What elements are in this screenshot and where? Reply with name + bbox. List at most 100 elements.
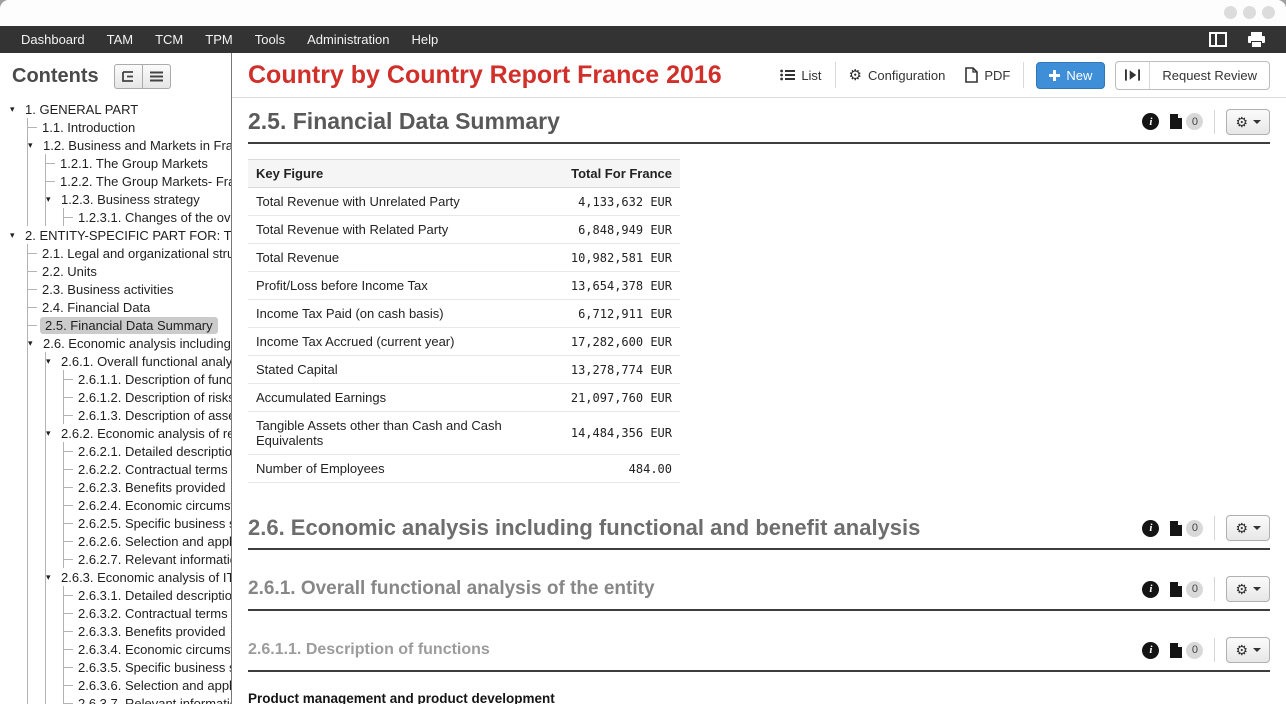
tree-connector — [64, 684, 73, 686]
tree-item[interactable]: 2.2. Units — [28, 262, 231, 280]
configuration-button-label: Configuration — [868, 67, 946, 83]
nav-item-administration[interactable]: Administration — [307, 32, 390, 47]
tree-item[interactable]: ▾ 1. GENERAL PART — [10, 100, 231, 118]
section-settings-button[interactable]: ⚙ — [1226, 515, 1270, 541]
nav-item-help[interactable]: Help — [411, 32, 439, 47]
tree-item[interactable]: 2.6.2.1. Detailed description — [64, 442, 231, 460]
tree-item[interactable]: ▾ 2.6.3. Economic analysis of IT s — [46, 568, 231, 586]
table-row: Total Revenue 10,982,581 EUR — [248, 243, 680, 272]
request-review-forward-button[interactable] — [1116, 61, 1151, 89]
tree-item[interactable]: 2.6.3.6. Selection and applic — [64, 676, 231, 694]
list-button[interactable]: List — [770, 63, 831, 88]
tree-item[interactable]: 2.6.1.3. Description of asset — [64, 406, 231, 424]
tree-node: 2.6.3.6. Selection and applic — [64, 676, 231, 694]
tree-item-label: 2.6.1.1. Description of funct — [78, 371, 231, 387]
comment-count-badge: 0 — [1186, 519, 1204, 537]
key-figure-cell: Tangible Assets other than Cash and Cash… — [248, 411, 563, 455]
tree-item-label: 1.2.3.1. Changes of the over — [78, 209, 231, 225]
tree-collapse-icon[interactable]: ▾ — [28, 337, 33, 348]
tree-item[interactable]: ▾ 2.6.1. Overall functional analys — [46, 352, 231, 370]
section-2-6: 2.6. Economic analysis including functio… — [248, 515, 1270, 550]
comments-button[interactable]: 0 — [1170, 519, 1204, 537]
tree-item[interactable]: 2.5. Financial Data Summary — [28, 316, 231, 334]
tree-collapse-icon[interactable]: ▾ — [10, 103, 15, 114]
tree-node: ▾ 2.6.2. Economic analysis of rec 2.6.2.1.… — [46, 424, 231, 568]
tree-item[interactable]: 2.6.2.2. Contractual terms — [64, 460, 231, 478]
plus-icon — [1049, 69, 1061, 81]
value-cell: 10,982,581 EUR — [562, 243, 680, 272]
list-view-button[interactable] — [141, 64, 171, 89]
nav-item-tools[interactable]: Tools — [254, 32, 286, 47]
tree-node: 1.2.3.1. Changes of the over — [64, 208, 231, 226]
tree-item[interactable]: 2.1. Legal and organizational struc — [28, 244, 231, 262]
tree-item-label: 2. ENTITY-SPECIFIC PART FOR: The — [25, 227, 231, 243]
new-button[interactable]: New — [1036, 61, 1106, 89]
tree-item[interactable]: 2.6.1.2. Description of risks — [64, 388, 231, 406]
tree-item[interactable]: 2.3. Business activities — [28, 280, 231, 298]
tree-collapse-icon[interactable]: ▾ — [28, 139, 33, 150]
tree-item[interactable]: 1.2.2. The Group Markets- Fran — [46, 172, 231, 190]
info-icon[interactable]: i — [1142, 580, 1160, 598]
nav-item-tcm[interactable]: TCM — [155, 32, 184, 47]
tree-collapse-icon[interactable]: ▾ — [10, 229, 15, 240]
tree-item[interactable]: 2.6.2.3. Benefits provided — [64, 478, 231, 496]
tree-item[interactable]: ▾ 2.6. Economic analysis including f — [28, 334, 231, 352]
chevron-down-icon — [1253, 587, 1261, 591]
configuration-button[interactable]: ⚙ Configuration — [839, 63, 956, 88]
new-button-label: New — [1066, 67, 1093, 83]
tree-item[interactable]: ▾ 2.6.2. Economic analysis of rec — [46, 424, 231, 442]
tree-view-button[interactable] — [113, 64, 143, 89]
tree-connector — [64, 612, 73, 614]
section-settings-button[interactable]: ⚙ — [1226, 637, 1270, 663]
tree-item-label: 1. GENERAL PART — [25, 101, 139, 117]
tree-item[interactable]: 1.2.1. The Group Markets — [46, 154, 231, 172]
tree-item[interactable]: 2.6.3.5. Specific business st — [64, 658, 231, 676]
toolbar-divider — [1023, 62, 1025, 88]
pdf-button[interactable]: PDF — [955, 62, 1020, 88]
value-cell: 6,848,949 EUR — [562, 215, 680, 244]
tree-collapse-icon[interactable]: ▾ — [46, 427, 51, 438]
tree-item[interactable]: 2.6.2.5. Specific business st — [64, 514, 231, 532]
tree-item[interactable]: 2.6.2.6. Selection and applic — [64, 532, 231, 550]
nav-item-tpm[interactable]: TPM — [205, 32, 233, 47]
tree-item[interactable]: 2.6.3.3. Benefits provided — [64, 622, 231, 640]
nav-item-tam[interactable]: TAM — [106, 32, 134, 47]
info-icon[interactable]: i — [1142, 113, 1160, 130]
nav-item-dashboard[interactable]: Dashboard — [21, 32, 85, 47]
request-review-button[interactable]: Request Review — [1162, 67, 1257, 83]
tree-item[interactable]: 2.6.3.4. Economic circumsta — [64, 640, 231, 658]
gear-icon: ⚙ — [848, 66, 862, 84]
section-settings-button[interactable]: ⚙ — [1226, 108, 1270, 135]
comments-button[interactable]: 0 — [1170, 580, 1204, 598]
tree-item[interactable]: 2.6.3.1. Detailed description — [64, 586, 231, 604]
tree-item[interactable]: 2.6.1.1. Description of funct — [64, 370, 231, 388]
tree-item[interactable]: 2.4. Financial Data — [28, 298, 231, 316]
window-control-icon — [1262, 6, 1275, 19]
table-header-key-figure: Key Figure — [248, 159, 563, 188]
tree-item[interactable]: 2.6.3.7. Relevant information — [64, 694, 231, 704]
tree-item[interactable]: ▾ 2. ENTITY-SPECIFIC PART FOR: The — [10, 226, 231, 244]
tree-connector — [64, 504, 73, 506]
toggle-sidebar-icon[interactable] — [1209, 32, 1227, 47]
tree-item[interactable]: 2.6.2.7. Relevant information — [64, 550, 231, 568]
tree-item-label: 2.6.3. Economic analysis of IT s — [61, 569, 231, 585]
section-settings-button[interactable]: ⚙ — [1226, 576, 1270, 602]
tree-item[interactable]: 2.6.3.2. Contractual terms — [64, 604, 231, 622]
tree-item-label: 2.3. Business activities — [42, 281, 174, 297]
tree-item[interactable]: 2.6.2.4. Economic circumsta — [64, 496, 231, 514]
tree-item[interactable]: 1.1. Introduction — [28, 118, 231, 136]
comments-button[interactable]: 0 — [1170, 113, 1204, 130]
tree-item-label: 2.6. Economic analysis including f — [43, 335, 231, 351]
tree-collapse-icon[interactable]: ▾ — [46, 193, 51, 204]
info-icon[interactable]: i — [1142, 641, 1160, 659]
tree-item[interactable]: ▾ 1.2. Business and Markets in Fran — [28, 136, 231, 154]
tree-collapse-icon[interactable]: ▾ — [46, 571, 51, 582]
comments-button[interactable]: 0 — [1170, 641, 1204, 659]
info-icon[interactable]: i — [1142, 519, 1160, 537]
section-body-text: Product management and product developme… — [248, 688, 1270, 704]
tree-node: 2.6.1.2. Description of risks — [64, 388, 231, 406]
tree-item[interactable]: ▾ 1.2.3. Business strategy — [46, 190, 231, 208]
tree-item[interactable]: 1.2.3.1. Changes of the over — [64, 208, 231, 226]
tree-collapse-icon[interactable]: ▾ — [46, 355, 51, 366]
print-icon[interactable] — [1247, 31, 1266, 48]
